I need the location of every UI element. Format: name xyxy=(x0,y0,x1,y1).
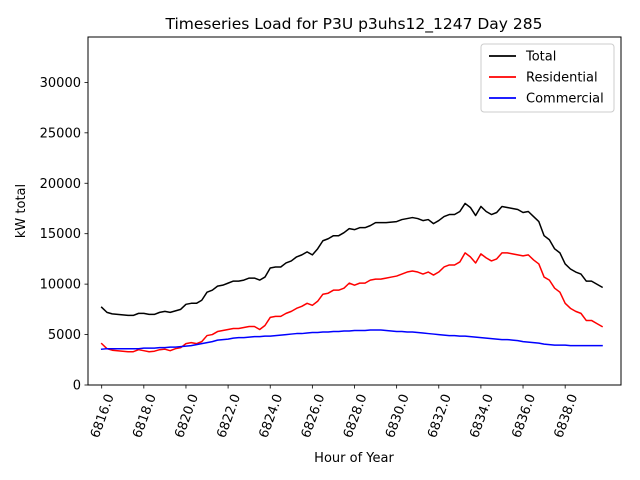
series-line-total xyxy=(100,202,604,317)
legend-label-commercial: Commercial xyxy=(526,92,604,107)
y-tick-label: 25000 xyxy=(40,126,81,141)
legend: Total Residential Commercial xyxy=(480,43,615,113)
series-line-residential xyxy=(100,252,604,353)
legend-label-residential: Residential xyxy=(526,71,598,86)
y-tick-label: 5000 xyxy=(48,328,81,343)
y-axis: 0 5000 10000 15000 20000 25000 30000 xyxy=(40,76,88,394)
legend-box xyxy=(480,43,615,113)
series-layer xyxy=(100,202,604,353)
y-axis-label: kW total xyxy=(14,184,29,238)
series-line-commercial xyxy=(100,329,603,351)
y-tick-label: 0 xyxy=(73,379,81,394)
y-tick-label: 20000 xyxy=(40,177,81,192)
y-tick-label: 30000 xyxy=(40,76,81,91)
x-axis-label: Hour of Year xyxy=(314,451,394,466)
y-tick-label: 10000 xyxy=(40,278,81,293)
plot-border xyxy=(87,36,622,386)
y-tick-label: 15000 xyxy=(40,227,81,242)
legend-items: Total Residential Commercial xyxy=(489,50,604,107)
chart-title: Timeseries Load for P3U p3uhs12_1247 Day… xyxy=(165,15,543,34)
legend-label-total: Total xyxy=(525,50,556,65)
